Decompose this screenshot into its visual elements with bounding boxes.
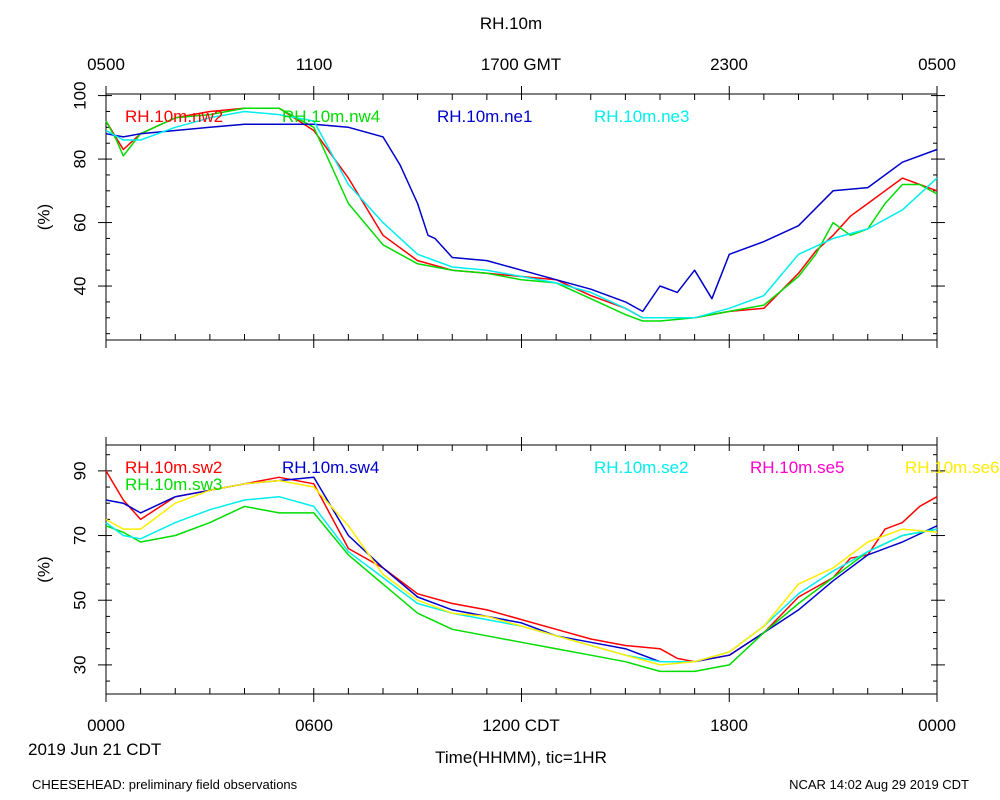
bottom-axis-tick-label: 0000 — [87, 716, 125, 735]
bottom-axis-tick-label: 0000 — [918, 716, 956, 735]
series-line-rh-10m-ne1 — [105, 123, 938, 313]
footer-left: CHEESEHEAD: preliminary field observatio… — [32, 777, 298, 792]
legend-rh-10m-ne3: RH.10m.ne3 — [594, 107, 689, 126]
footer-right: NCAR 14:02 Aug 29 2019 CDT — [789, 777, 969, 792]
legend-rh-10m-se2: RH.10m.se2 — [594, 458, 688, 477]
y-axis-label: (%) — [35, 204, 54, 230]
chart-title: RH.10m — [480, 14, 542, 33]
y-tick-label: 40 — [71, 277, 90, 296]
legend-rh-10m-se6: RH.10m.se6 — [905, 458, 999, 477]
bottom-axis-tick-label: 1800 — [710, 716, 748, 735]
series-line-rh-10m-se2 — [105, 495, 938, 663]
plot-frame — [105, 444, 938, 695]
y-tick-label: 70 — [71, 526, 90, 545]
top-axis-tick-label: 2300 — [710, 55, 748, 74]
series-line-rh-10m-se6 — [105, 479, 938, 666]
top-axis-tick-label: 0500 — [87, 55, 125, 74]
x-axis-label: Time(HHMM), tic=1HR — [435, 748, 607, 767]
series-line-rh-10m-sw3 — [105, 505, 938, 673]
y-tick-label: 100 — [71, 81, 90, 109]
bottom-axis-tick-label: 1200 CDT — [482, 716, 559, 735]
y-tick-label: 80 — [71, 150, 90, 169]
series-line-rh-10m-nw4 — [105, 107, 938, 322]
series-line-rh-10m-nw2 — [105, 107, 938, 319]
top-axis-tick-label: 0500 — [918, 55, 956, 74]
series-line-rh-10m-sw2 — [105, 470, 938, 663]
legend-rh-10m-ne1: RH.10m.ne1 — [437, 107, 532, 126]
y-tick-label: 60 — [71, 213, 90, 232]
bottom-axis-tick-label: 0600 — [295, 716, 333, 735]
y-tick-label: 90 — [71, 461, 90, 480]
lower-panel: 30 50 70 90 (%) RH.10m.sw2 RH.10m.sw4 RH.10m.sw… — [35, 437, 999, 702]
top-axis-tick-label: 1100 — [296, 55, 333, 74]
top-axis-tick-label: 1700 GMT — [481, 55, 561, 74]
upper-panel: 40 60 80 100 (%) RH.10m.nw2 RH.10m.nw4 RH.10m.n… — [35, 81, 945, 348]
legend-rh-10m-nw4: RH.10m.nw4 — [282, 107, 380, 126]
legend-rh-10m-se5: RH.10m.se5 — [750, 458, 844, 477]
legend-rh-10m-sw4: RH.10m.sw4 — [282, 458, 379, 477]
y-tick-label: 50 — [71, 591, 90, 610]
legend-rh-10m-sw2: RH.10m.sw2 — [125, 458, 222, 477]
legend-rh-10m-nw2: RH.10m.nw2 — [125, 107, 223, 126]
legend-rh-10m-sw3: RH.10m.sw3 — [125, 475, 222, 494]
plot-frame — [105, 93, 938, 341]
y-axis-label: (%) — [35, 556, 54, 582]
y-tick-label: 30 — [71, 655, 90, 674]
date-label: 2019 Jun 21 CDT — [28, 740, 161, 759]
series-line-rh-10m-ne3 — [105, 110, 938, 319]
series-line-rh-10m-sw4 — [105, 476, 938, 663]
